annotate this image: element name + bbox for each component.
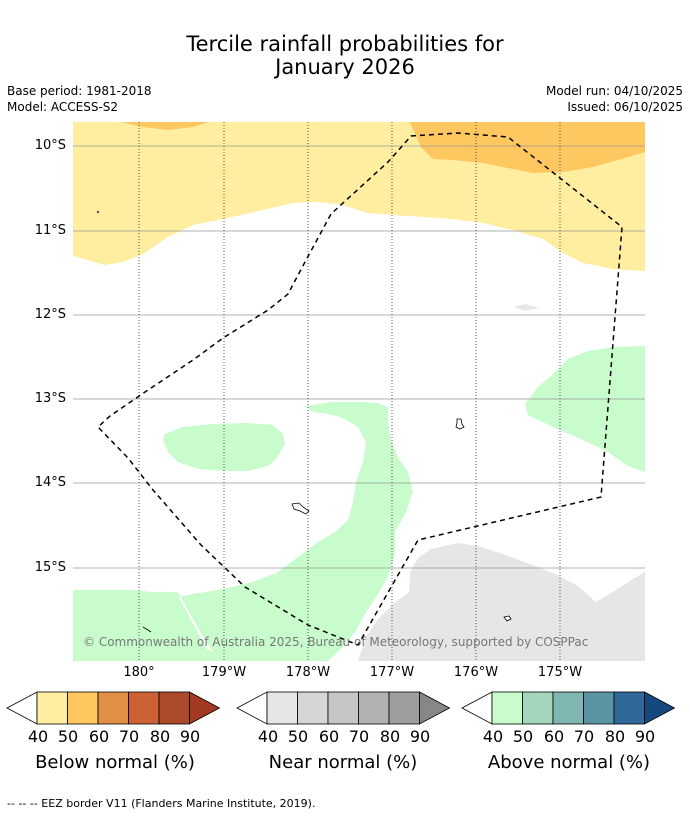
- map-title-line-2: January 2026: [275, 55, 415, 79]
- cb-near-segment-3: [327, 691, 359, 725]
- latitude-gridlines: [73, 145, 645, 569]
- colorbars: [6, 691, 676, 725]
- cb-near-tick-40: 40: [257, 727, 279, 746]
- lat-label-15s: 15°S: [34, 560, 66, 575]
- cb-above-tick-70: 70: [573, 727, 595, 746]
- model-run-text: Model run: 04/10/2025: [545, 84, 683, 98]
- cb-above-tick-80: 80: [604, 727, 626, 746]
- cb-above-tick-90: 90: [634, 727, 656, 746]
- eez-legend-text: -- -- -- EEZ border V11 (Flanders Marine…: [7, 797, 316, 810]
- cb-near-segment-1: [266, 691, 298, 725]
- cb-below-segment-5: [158, 691, 190, 725]
- rainfall-map: © Commonwealth of Australia 2025, Bureau…: [73, 122, 645, 661]
- cb-above-extend-low: [461, 691, 493, 725]
- cb-below-segment-2: [67, 691, 99, 725]
- eez-border: [96, 132, 623, 646]
- near-normal-40-region: [358, 543, 645, 661]
- lon-label-179w: 179°W: [201, 665, 247, 680]
- below-normal-50-region-west: [121, 122, 209, 130]
- cb-below-tick-40: 40: [27, 727, 49, 746]
- cb-near-tick-60: 60: [318, 727, 340, 746]
- cb-below-segment-4: [128, 691, 160, 725]
- cb-near-segment-4: [358, 691, 390, 725]
- island-small-east: [503, 615, 512, 622]
- cb-below-title: Below normal (%): [35, 752, 195, 773]
- copyright-text: © Commonwealth of Australia 2025, Bureau…: [83, 635, 588, 649]
- cb-below-segment-3: [97, 691, 129, 725]
- lat-label-11s: 11°S: [34, 223, 66, 238]
- cb-below-extend-high: [189, 691, 221, 725]
- cb-near-tick-80: 80: [379, 727, 401, 746]
- cb-below-tick-60: 60: [88, 727, 110, 746]
- cb-above-title: Above normal (%): [487, 752, 651, 773]
- lat-label-12s: 12°S: [34, 307, 66, 322]
- cb-near-extend-high: [419, 691, 451, 725]
- map-title-line-1: Tercile rainfall probabilities for: [186, 32, 504, 56]
- cb-below-tick-50: 50: [57, 727, 79, 746]
- cb-near-tick-50: 50: [287, 727, 309, 746]
- lat-label-10s: 10°S: [34, 138, 66, 153]
- cb-below-segment-1: [36, 691, 68, 725]
- cb-near-segment-2: [297, 691, 329, 725]
- below-normal-50-region-east: [410, 122, 645, 173]
- cb-above-segment-2: [522, 691, 554, 725]
- island-futuna: [291, 502, 310, 515]
- cb-near-segment-5: [388, 691, 420, 725]
- cb-below-tick-90: 90: [179, 727, 201, 746]
- issued-text: Issued: 06/10/2025: [567, 100, 683, 114]
- lat-label-13s: 13°S: [34, 391, 66, 406]
- cb-near-title: Near normal (%): [268, 752, 418, 773]
- above-normal-region-east: [525, 346, 645, 472]
- above-normal-region-southwest: [73, 590, 213, 661]
- base-period-text: Base period: 1981-2018: [7, 84, 152, 98]
- island-small-west: [142, 626, 152, 633]
- near-normal-small-patch: [514, 304, 539, 311]
- cb-above-segment-3: [552, 691, 584, 725]
- cb-below-extend-low: [6, 691, 38, 725]
- cb-above-tick-60: 60: [543, 727, 565, 746]
- lon-label-178w: 178°W: [285, 665, 331, 680]
- cb-above-segment-5: [613, 691, 645, 725]
- cb-near-tick-90: 90: [409, 727, 431, 746]
- lon-label-177w: 177°W: [369, 665, 415, 680]
- cb-below-tick-80: 80: [149, 727, 171, 746]
- island-wallis: [455, 418, 465, 430]
- lon-label-175w: 175°W: [537, 665, 583, 680]
- cb-above-tick-50: 50: [512, 727, 534, 746]
- cb-below-tick-70: 70: [118, 727, 140, 746]
- cb-above-tick-40: 40: [482, 727, 504, 746]
- lon-label-180: 180°: [123, 665, 155, 680]
- model-text: Model: ACCESS-S2: [7, 100, 119, 114]
- cb-above-extend-high: [644, 691, 676, 725]
- cb-near-tick-70: 70: [348, 727, 370, 746]
- lon-label-176w: 176°W: [453, 665, 499, 680]
- cb-near-extend-low: [236, 691, 268, 725]
- cb-above-segment-1: [491, 691, 523, 725]
- cb-above-segment-4: [583, 691, 615, 725]
- lat-label-14s: 14°S: [34, 475, 66, 490]
